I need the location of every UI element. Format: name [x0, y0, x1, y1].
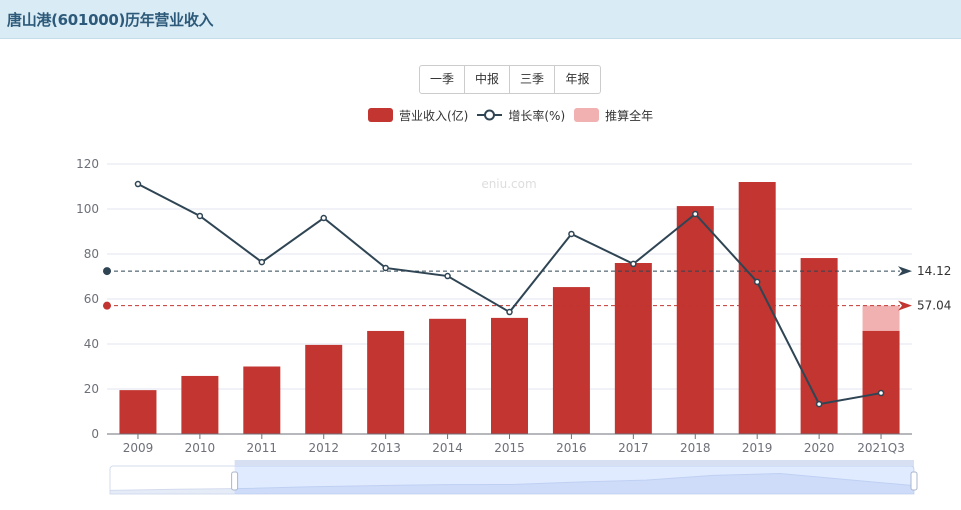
data-zoom-start-handle-icon: [231, 471, 239, 491]
legend-label-revenue: 营业收入(亿): [399, 108, 469, 123]
legend-label-projected: 推算全年: [605, 108, 654, 123]
period-button-half-year[interactable]: 中报: [465, 66, 510, 93]
data-zoom-preview: [109, 472, 915, 495]
line-marker-icon: [477, 108, 503, 122]
projected-swatch-icon: [574, 108, 600, 122]
period-button-q1[interactable]: 一季: [420, 66, 465, 93]
legend-item-revenue[interactable]: 营业收入(亿): [368, 107, 468, 124]
data-zoom-move-bar: [234, 460, 914, 466]
legend-item-projected[interactable]: 推算全年: [574, 107, 653, 124]
legend-item-growth[interactable]: 增长率(%): [477, 107, 565, 124]
legend-label-growth: 增长率(%): [508, 108, 566, 123]
period-button-q3[interactable]: 三季: [510, 66, 555, 93]
data-zoom-selection: [234, 466, 914, 494]
period-button-group: 一季 中报 三季 年报: [419, 65, 601, 94]
period-button-annual[interactable]: 年报: [565, 72, 590, 86]
chart-legend: 营业收入(亿) 增长率(%) 推算全年: [368, 106, 662, 124]
data-zoom-end-handle-icon: [910, 471, 918, 491]
page-header: 唐山港(601000)历年营业收入: [0, 0, 961, 39]
page-title: 唐山港(601000)历年营业收入: [7, 11, 214, 29]
revenue-swatch-icon: [368, 108, 393, 122]
